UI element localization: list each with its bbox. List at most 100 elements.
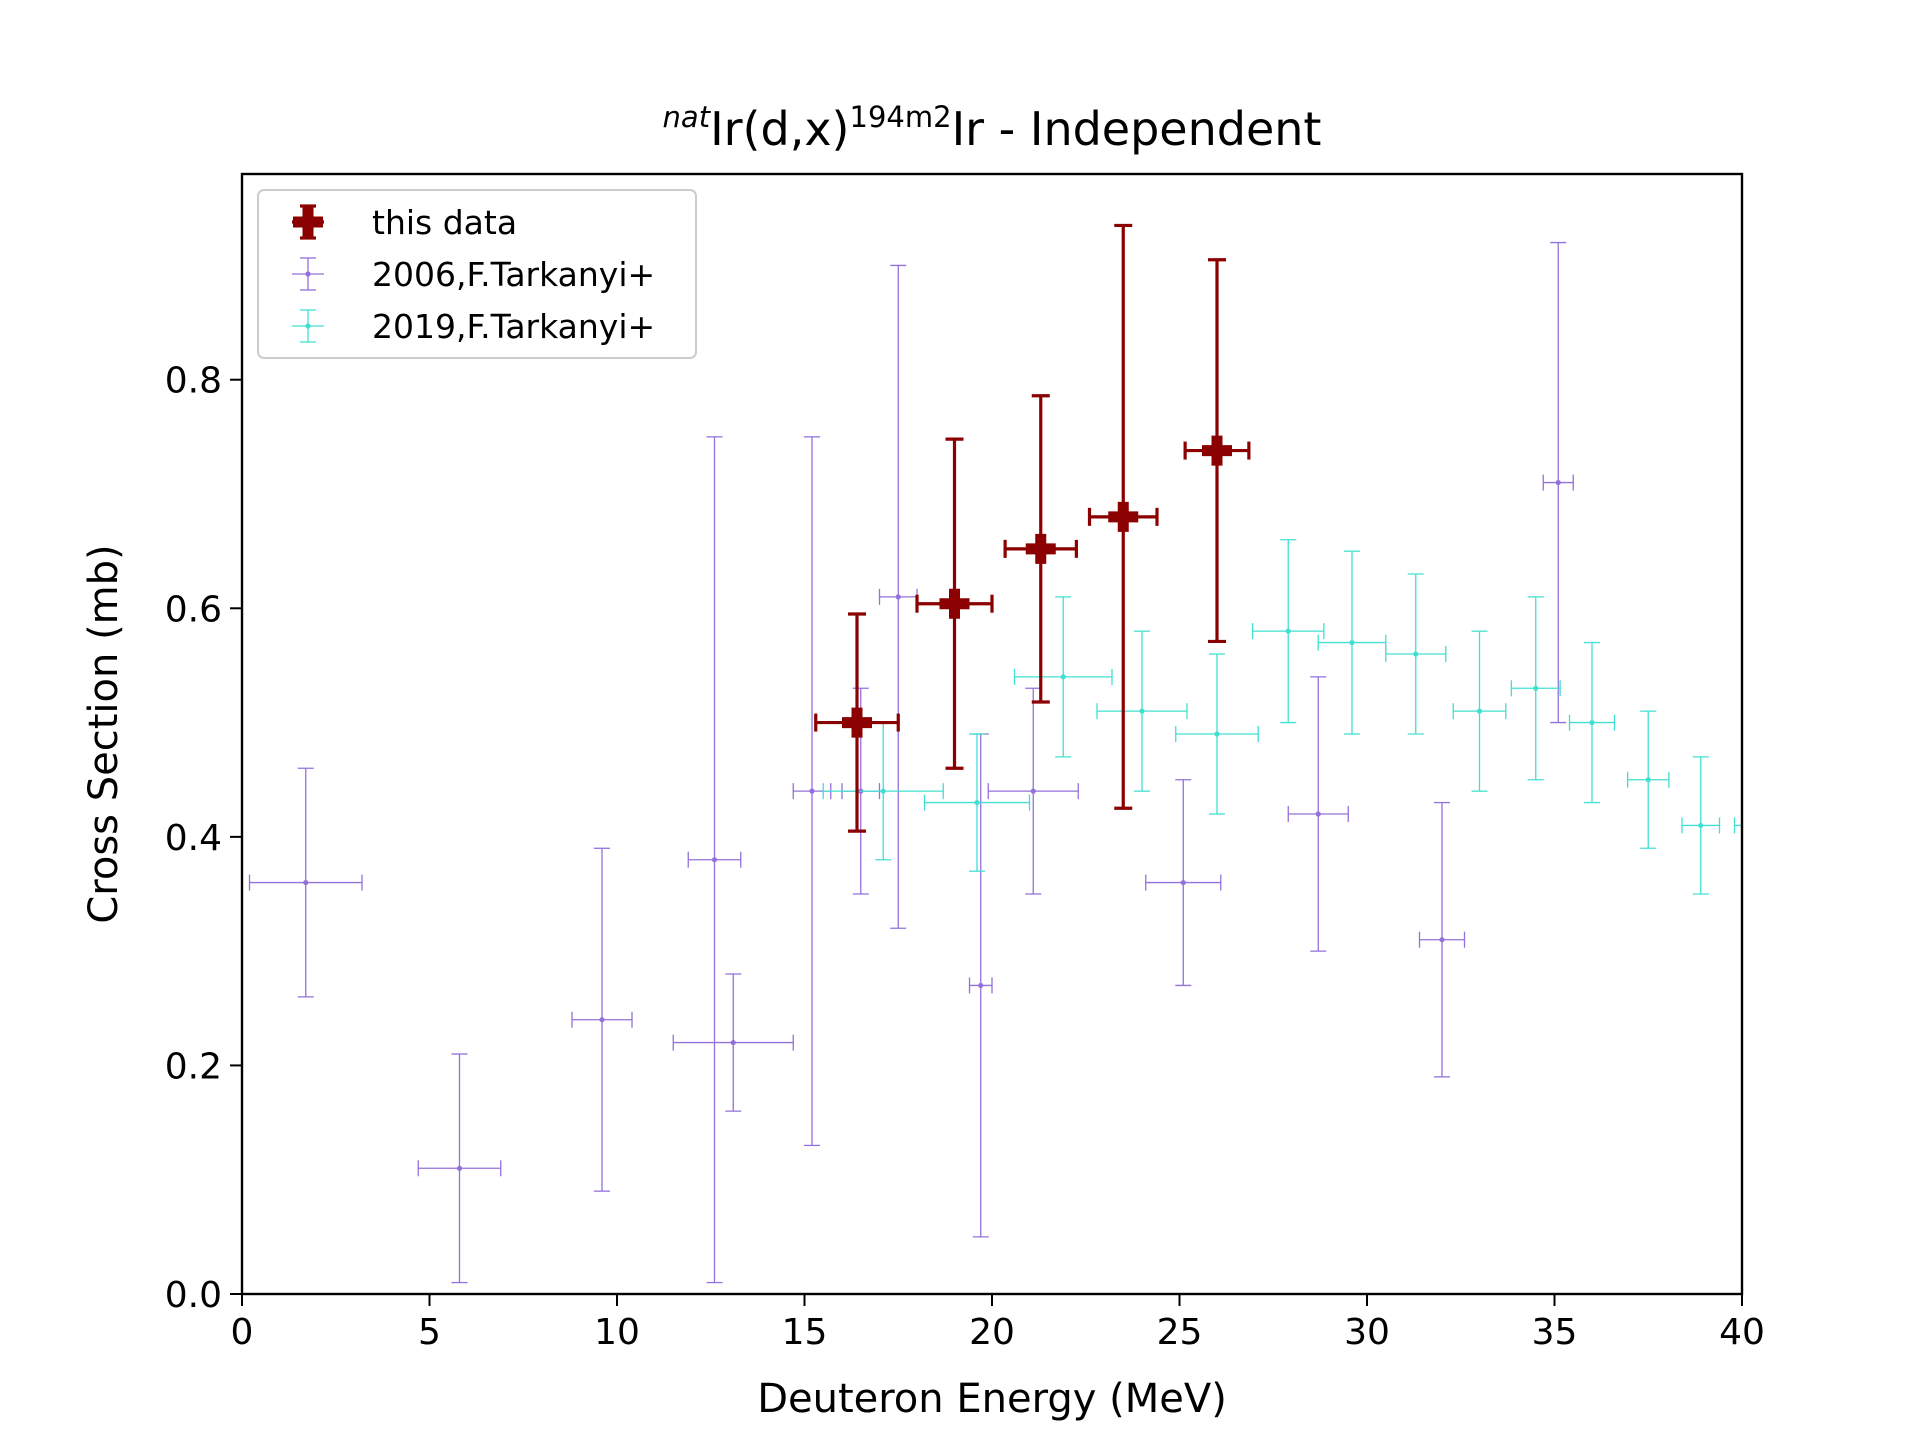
data-point [1733, 817, 1742, 834]
x-tick-label: 40 [1719, 1312, 1765, 1353]
point-marker [1285, 628, 1291, 634]
data-point [987, 687, 1079, 895]
x-tick-label: 20 [969, 1312, 1015, 1353]
point-marker [1645, 777, 1651, 783]
series-2 [822, 539, 1742, 895]
title-main-part: Ir(d,x) [710, 102, 849, 156]
legend-marker [293, 207, 323, 237]
legend-item: this data [292, 203, 517, 242]
x-tick-label: 30 [1344, 1312, 1390, 1353]
data-point [1452, 630, 1507, 792]
x-tick-label: 25 [1157, 1312, 1203, 1353]
point-marker [1060, 674, 1066, 680]
legend-item: 2019,F.Tarkanyi+ [292, 307, 655, 346]
y-axis-label: Cross Section (mb) [81, 544, 127, 923]
point-marker [730, 1039, 736, 1046]
point-marker [1698, 822, 1704, 829]
chart-title: natIr(d,x)194m2Ir - Independent [663, 100, 1322, 156]
data-point [1681, 756, 1721, 895]
plot-series [248, 223, 1742, 1284]
legend-label: 2006,F.Tarkanyi+ [372, 255, 655, 294]
data-point [1418, 801, 1466, 1078]
point-marker [939, 588, 970, 619]
y-tick-label: 0.6 [165, 589, 222, 630]
point-marker [1108, 501, 1139, 532]
data-point [1626, 710, 1670, 849]
legend-marker [305, 271, 311, 277]
point-marker [1533, 685, 1539, 691]
x-axis-label: Deuteron Energy (MeV) [757, 1376, 1227, 1422]
legend-box [257, 189, 697, 359]
data-point [1510, 596, 1561, 781]
x-tick-label: 15 [782, 1312, 828, 1353]
data-point [1145, 779, 1222, 987]
point-marker [1214, 731, 1220, 737]
data-point [417, 1053, 502, 1284]
data-point [1287, 676, 1349, 952]
x-tick-label: 0 [231, 1312, 254, 1353]
point-marker [978, 982, 984, 989]
data-point [687, 436, 742, 1284]
x-axis-ticks: 0 5 10 15 20 25 30 35 40 [231, 1294, 1765, 1353]
point-marker [1589, 719, 1595, 726]
title-superscript-prefix: nat [663, 100, 712, 134]
point-marker [974, 799, 980, 806]
y-tick-label: 0.2 [165, 1046, 222, 1087]
data-point [1183, 258, 1251, 644]
y-tick-label: 0.4 [165, 818, 222, 859]
data-point [1251, 539, 1325, 724]
series-1 [248, 241, 1574, 1284]
data-point [1013, 596, 1113, 758]
x-tick-label: 35 [1532, 1312, 1578, 1353]
data-point [1385, 573, 1447, 735]
point-marker [809, 788, 815, 794]
y-axis-ticks: 0.0 0.2 0.4 0.6 0.8 [165, 361, 242, 1316]
data-point [672, 973, 794, 1112]
legend: this data 2006,F.Tarkanyi+ 2019,F.Tarkanyi… [257, 189, 697, 359]
data-point [1542, 241, 1574, 724]
data-point [1175, 653, 1259, 815]
data-point [814, 612, 900, 833]
point-marker [1025, 533, 1056, 564]
data-point [1096, 630, 1188, 792]
data-point [1568, 641, 1616, 804]
point-marker [1476, 708, 1483, 714]
title-tail: Ir - Independent [952, 102, 1322, 156]
legend-label: 2019,F.Tarkanyi+ [372, 307, 655, 346]
point-marker [711, 857, 718, 863]
data-point [1087, 223, 1159, 810]
data-point [968, 733, 993, 1238]
y-tick-label: 0.8 [165, 361, 222, 402]
point-marker [303, 879, 309, 886]
point-marker [880, 788, 886, 794]
x-tick-label: 10 [594, 1312, 640, 1353]
point-marker [1202, 435, 1232, 466]
point-marker [842, 707, 872, 738]
point-marker [599, 1017, 605, 1023]
point-marker [1555, 479, 1561, 486]
y-tick-label: 0.0 [165, 1275, 222, 1316]
plot-frame [240, 172, 1744, 1296]
data-point [915, 437, 994, 770]
series-0 [814, 223, 1251, 833]
point-marker [1030, 788, 1036, 794]
point-marker [1315, 811, 1321, 817]
data-point [248, 767, 363, 998]
point-marker [895, 594, 901, 600]
title-superscript-isotope: 194m2 [850, 100, 952, 134]
point-marker [1349, 639, 1355, 646]
legend-marker [305, 323, 311, 329]
data-point [923, 733, 1031, 872]
data-point [1003, 394, 1078, 704]
point-marker [456, 1165, 463, 1171]
point-marker [1180, 879, 1186, 886]
data-point [571, 847, 633, 1192]
legend-label: this data [372, 203, 517, 242]
point-marker [1413, 651, 1419, 657]
legend-item: 2006,F.Tarkanyi+ [292, 255, 655, 294]
x-tick-label: 5 [418, 1312, 441, 1353]
point-marker [1439, 937, 1445, 943]
point-marker [1139, 708, 1145, 714]
